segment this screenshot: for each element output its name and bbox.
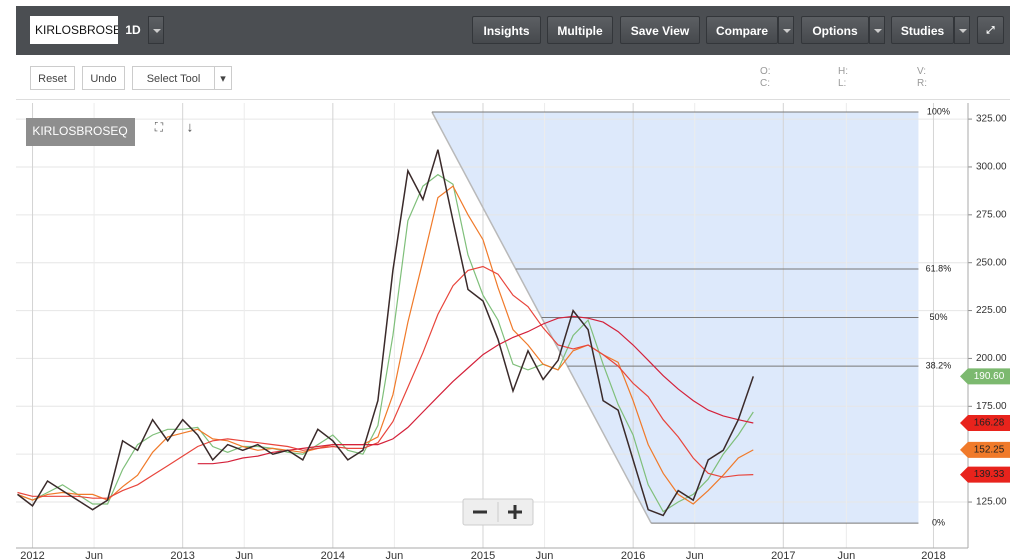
x-tick-label: 2015 [471, 550, 495, 560]
fib-level-label: 50% [929, 312, 947, 322]
y-tick-label: 250.00 [976, 257, 1007, 268]
y-tick-label: 175.00 [976, 401, 1007, 412]
insights-button[interactable]: Insights [472, 16, 541, 44]
select-tool-dropdown[interactable]: ▾ [214, 66, 232, 90]
ohlc-label: C: [760, 78, 770, 89]
select-tool[interactable]: Select Tool [132, 66, 215, 90]
expand-icon[interactable]: ⛶ [154, 120, 164, 134]
last-value-tag [960, 441, 1010, 458]
fib-level-label: 38.2% [926, 360, 952, 370]
moving-average [17, 185, 754, 505]
compare-dropdown[interactable] [778, 16, 794, 44]
options-dropdown[interactable] [869, 16, 885, 44]
x-tick-label: 2016 [621, 550, 645, 560]
x-tick-label: Jun [85, 550, 103, 560]
x-tick-label: Jun [536, 550, 554, 560]
fullscreen-button[interactable]: ⤢ [977, 16, 1004, 44]
symbol-label: KIRLOSBROSEQ [32, 124, 127, 138]
studies-dropdown[interactable] [954, 16, 970, 44]
reset-button[interactable]: Reset [30, 66, 75, 90]
last-value-label: 139.33 [974, 469, 1005, 480]
x-tick-label: 2013 [170, 550, 194, 560]
top-toolbar: KIRLOSBROSEQ 1D Insights Multiple Save V… [16, 6, 1010, 55]
x-tick-label: 2018 [921, 550, 945, 560]
multiple-button[interactable]: Multiple [547, 16, 613, 44]
options-button[interactable]: Options [801, 16, 869, 44]
symbol-input[interactable]: KIRLOSBROSEQ [30, 16, 118, 44]
x-tick-label: 2012 [20, 550, 44, 560]
symbol-label-box [26, 118, 135, 146]
moving-average [17, 173, 754, 513]
collapse-icon[interactable]: ↓ [187, 119, 194, 135]
save-view-button[interactable]: Save View [620, 16, 700, 44]
x-tick-label: Jun [235, 550, 253, 560]
last-value-tag [960, 415, 1010, 432]
interval[interactable]: 1D [125, 23, 141, 37]
y-tick-label: 125.00 [976, 497, 1007, 508]
last-value-tag [960, 466, 1010, 483]
ohlc-label: H: [838, 66, 848, 77]
overlay: KIRLOSBROSEQ ⛶ ↓ [26, 118, 534, 526]
undo-button[interactable]: Undo [82, 66, 125, 90]
ohlc-label: L: [838, 78, 847, 89]
ohlc-label: V: [917, 66, 927, 77]
y-tick-label: 325.00 [976, 114, 1007, 125]
fib-level-label: 100% [927, 106, 950, 116]
studies-button[interactable]: Studies [891, 16, 954, 44]
interval-dropdown[interactable] [148, 16, 164, 44]
last-value-label: 190.60 [974, 371, 1005, 382]
y-tick-label: 300.00 [976, 162, 1007, 173]
x-tick-label: Jun [837, 550, 855, 560]
x-tick-label: 2017 [771, 550, 795, 560]
moving-average [17, 265, 754, 499]
price-line [17, 149, 755, 517]
y-tick-label: 200.00 [976, 353, 1007, 364]
moving-average [197, 315, 754, 465]
fib-level-label: 61.8% [926, 263, 952, 273]
x-tick-label: Jun [686, 550, 704, 560]
sub-toolbar: Reset Undo Select Tool ▾ O: C: H: L: V: … [16, 57, 1010, 100]
y-tick-label: 275.00 [976, 209, 1007, 220]
x-tick-label: 2014 [321, 550, 345, 560]
last-value-tag [960, 368, 1010, 385]
y-tick-label: 225.00 [976, 305, 1007, 316]
plot-area [16, 103, 968, 548]
last-value-label: 152.25 [974, 445, 1005, 456]
ohlc-label: R: [917, 78, 927, 89]
last-value-label: 166.28 [974, 418, 1005, 429]
compare-button[interactable]: Compare [706, 16, 778, 44]
axes: 125.00150.00175.00200.00225.00250.00275.… [16, 103, 1010, 560]
ohlc-label: O: [760, 66, 771, 77]
x-tick-label: Jun [386, 550, 404, 560]
fib-level-label: 0% [932, 517, 945, 527]
